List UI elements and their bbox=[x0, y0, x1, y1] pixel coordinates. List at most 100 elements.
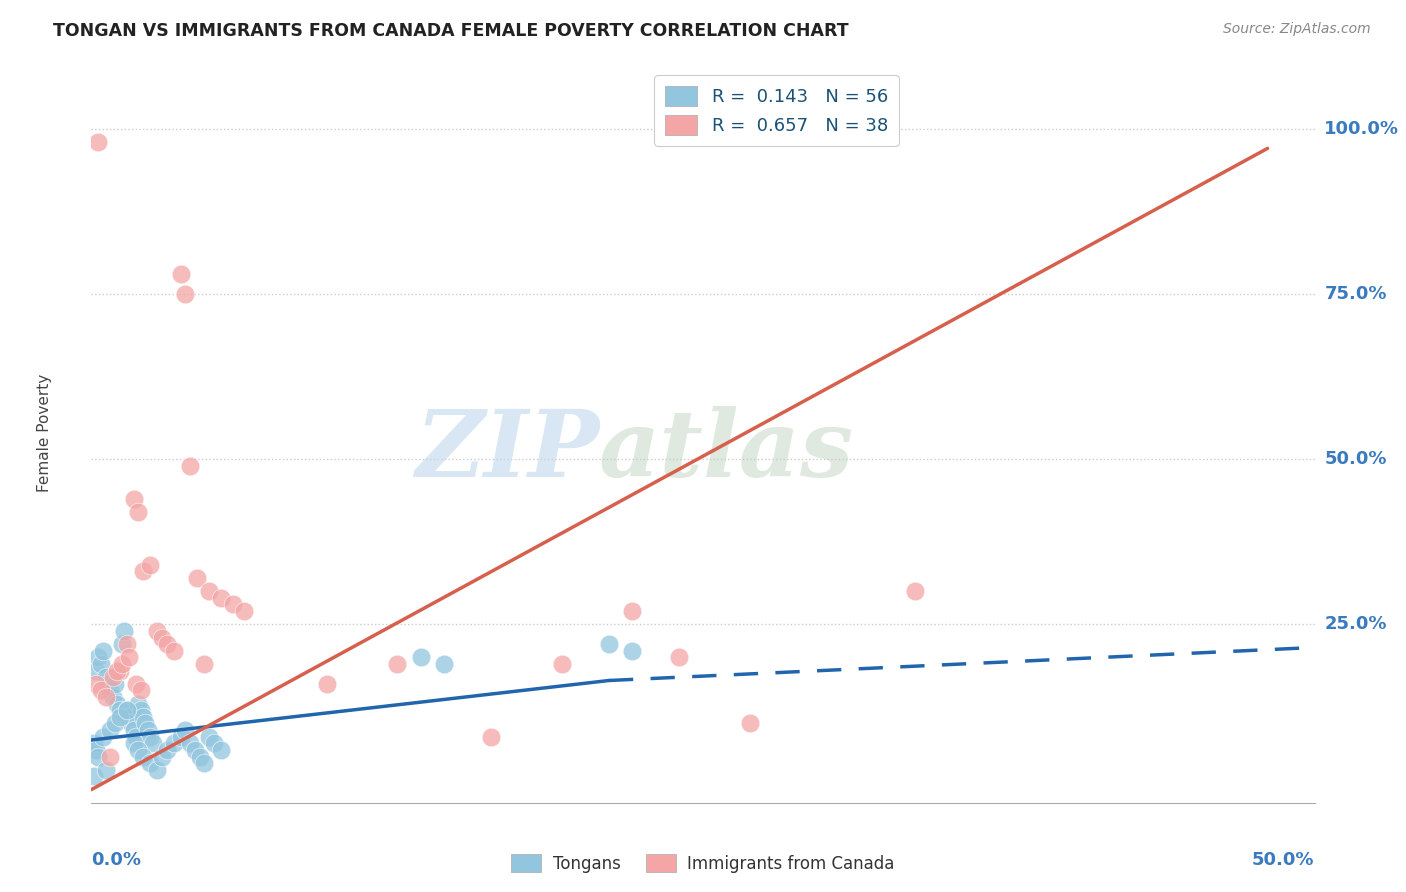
Point bbox=[115, 703, 138, 717]
Point bbox=[409, 650, 432, 665]
Point bbox=[163, 644, 186, 658]
Point bbox=[146, 763, 169, 777]
Point bbox=[233, 604, 256, 618]
Text: Source: ZipAtlas.com: Source: ZipAtlas.com bbox=[1223, 22, 1371, 37]
Point bbox=[98, 749, 121, 764]
Point bbox=[156, 743, 179, 757]
Point bbox=[150, 631, 173, 645]
Text: 50.0%: 50.0% bbox=[1324, 450, 1386, 468]
Point bbox=[738, 716, 761, 731]
Point bbox=[118, 650, 141, 665]
Point bbox=[122, 736, 145, 750]
Point bbox=[621, 644, 644, 658]
Point bbox=[108, 710, 131, 724]
Text: TONGAN VS IMMIGRANTS FROM CANADA FEMALE POVERTY CORRELATION CHART: TONGAN VS IMMIGRANTS FROM CANADA FEMALE … bbox=[53, 22, 849, 40]
Text: 100.0%: 100.0% bbox=[1324, 120, 1399, 137]
Point bbox=[105, 664, 128, 678]
Point bbox=[621, 604, 644, 618]
Point bbox=[198, 584, 221, 599]
Text: ZIP: ZIP bbox=[415, 406, 599, 496]
Point bbox=[97, 677, 120, 691]
Point bbox=[170, 267, 193, 281]
Point bbox=[112, 624, 135, 638]
Point bbox=[136, 723, 159, 737]
Point bbox=[91, 730, 114, 744]
Point bbox=[115, 703, 138, 717]
Point bbox=[127, 505, 149, 519]
Point bbox=[209, 743, 232, 757]
Point bbox=[139, 558, 162, 572]
Point bbox=[94, 670, 117, 684]
Point bbox=[104, 716, 127, 731]
Point bbox=[209, 591, 232, 605]
Text: Female Poverty: Female Poverty bbox=[38, 374, 52, 491]
Point bbox=[170, 730, 193, 744]
Text: 25.0%: 25.0% bbox=[1324, 615, 1386, 633]
Point bbox=[94, 763, 117, 777]
Point bbox=[479, 730, 502, 744]
Point bbox=[668, 650, 690, 665]
Point bbox=[84, 664, 107, 678]
Point bbox=[551, 657, 574, 671]
Point bbox=[385, 657, 409, 671]
Point bbox=[108, 703, 131, 717]
Point bbox=[120, 716, 142, 731]
Point bbox=[111, 657, 134, 671]
Point bbox=[150, 749, 173, 764]
Text: atlas: atlas bbox=[599, 406, 855, 496]
Point bbox=[193, 657, 215, 671]
Point bbox=[139, 756, 162, 771]
Point bbox=[132, 565, 155, 579]
Point bbox=[83, 769, 105, 783]
Point bbox=[141, 736, 163, 750]
Point bbox=[163, 736, 186, 750]
Point bbox=[146, 624, 169, 638]
Point bbox=[184, 743, 207, 757]
Point bbox=[179, 458, 201, 473]
Point bbox=[87, 749, 110, 764]
Point bbox=[198, 730, 221, 744]
Legend: Tongans, Immigrants from Canada: Tongans, Immigrants from Canada bbox=[505, 847, 901, 880]
Point bbox=[132, 749, 155, 764]
Point bbox=[115, 637, 138, 651]
Point bbox=[122, 723, 145, 737]
Point bbox=[202, 736, 225, 750]
Point bbox=[91, 644, 114, 658]
Point bbox=[122, 491, 145, 506]
Point bbox=[127, 697, 149, 711]
Point bbox=[98, 723, 121, 737]
Point bbox=[221, 598, 243, 612]
Point bbox=[105, 697, 128, 711]
Point bbox=[87, 650, 110, 665]
Point bbox=[90, 657, 112, 671]
Point bbox=[129, 683, 152, 698]
Point bbox=[132, 710, 155, 724]
Point bbox=[193, 756, 215, 771]
Point bbox=[83, 736, 105, 750]
Point bbox=[188, 749, 211, 764]
Point bbox=[904, 584, 927, 599]
Point bbox=[87, 135, 110, 149]
Point bbox=[127, 743, 149, 757]
Point bbox=[98, 683, 121, 698]
Point bbox=[84, 743, 107, 757]
Text: 50.0%: 50.0% bbox=[1253, 851, 1315, 869]
Point bbox=[125, 730, 148, 744]
Point bbox=[101, 670, 124, 684]
Point bbox=[108, 664, 131, 678]
Point bbox=[186, 571, 208, 585]
Point bbox=[174, 286, 197, 301]
Point bbox=[101, 690, 124, 704]
Point bbox=[84, 677, 107, 691]
Point bbox=[174, 723, 197, 737]
Point bbox=[125, 677, 148, 691]
Point bbox=[90, 683, 112, 698]
Text: 0.0%: 0.0% bbox=[91, 851, 142, 869]
Point bbox=[315, 677, 337, 691]
Point bbox=[94, 690, 117, 704]
Point bbox=[129, 703, 152, 717]
Point bbox=[139, 730, 162, 744]
Point bbox=[179, 736, 201, 750]
Point bbox=[433, 657, 456, 671]
Point bbox=[134, 716, 156, 731]
